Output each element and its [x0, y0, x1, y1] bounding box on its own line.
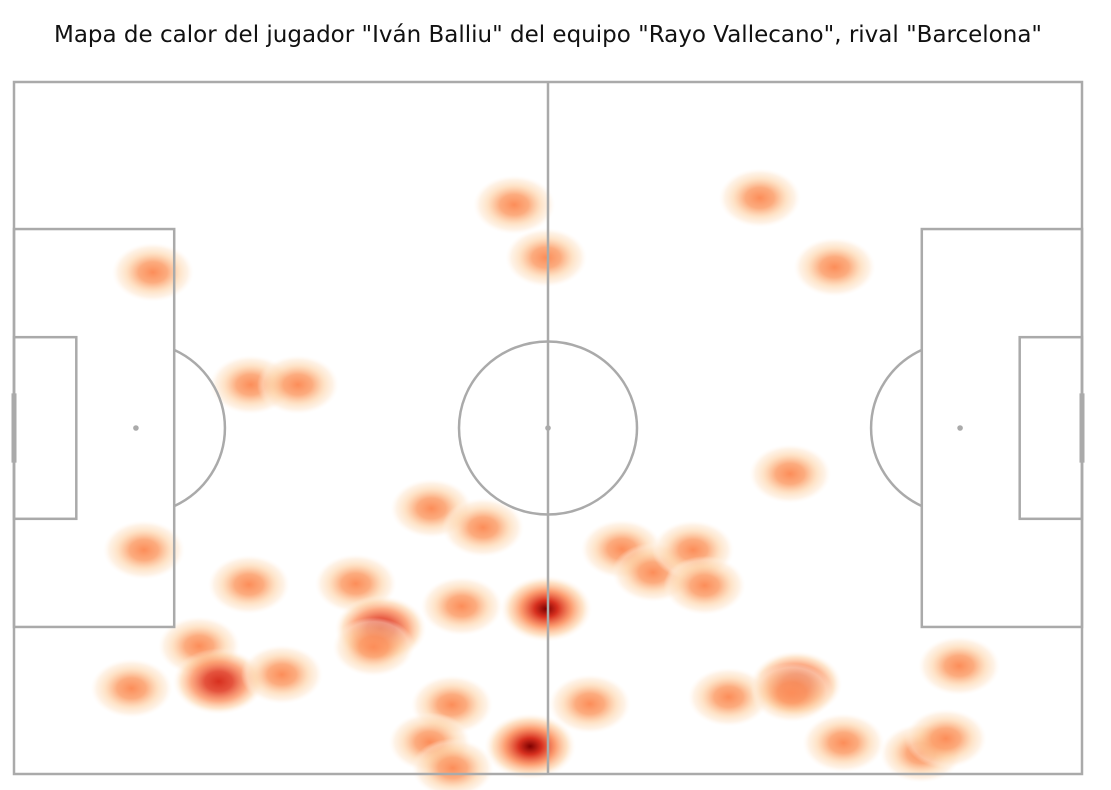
heat-point [256, 355, 339, 415]
left-six-yard-box [12, 335, 78, 521]
heat-point [102, 520, 185, 580]
right-penalty-arc [869, 348, 923, 508]
chart-title: Mapa de calor del jugador "Iván Balliu" … [53, 22, 1042, 48]
heat-point [111, 242, 194, 302]
right-penalty-spot [957, 425, 963, 431]
heat-point [172, 648, 265, 715]
heat-point [473, 175, 556, 235]
heat-point [749, 444, 832, 504]
heat-point [505, 228, 588, 288]
right-penalty-area [920, 227, 1084, 629]
heat-point [750, 663, 833, 723]
heat-point [484, 713, 577, 780]
heat-point [411, 738, 494, 790]
left-penalty-arc [173, 348, 227, 508]
heat-point [802, 713, 885, 773]
heat-point [442, 497, 525, 557]
heat-point [240, 645, 323, 705]
heat-point [548, 674, 631, 734]
center-circle [457, 340, 639, 516]
heat-point [918, 636, 1001, 696]
heat-point [718, 168, 801, 228]
pitch-lines [11, 80, 1085, 776]
heat-point [904, 709, 987, 769]
heat-point [207, 555, 290, 615]
heat-point [420, 576, 503, 636]
right-six-yard-box [1018, 335, 1084, 521]
heat-point [500, 575, 593, 642]
heat-point [793, 237, 876, 297]
center-spot [545, 425, 551, 431]
heat-point [90, 658, 173, 718]
heat-point [687, 667, 770, 727]
heat-layer [90, 168, 1001, 790]
heat-point [332, 617, 415, 677]
heat-point [663, 555, 746, 615]
left-penalty-spot [133, 425, 139, 431]
